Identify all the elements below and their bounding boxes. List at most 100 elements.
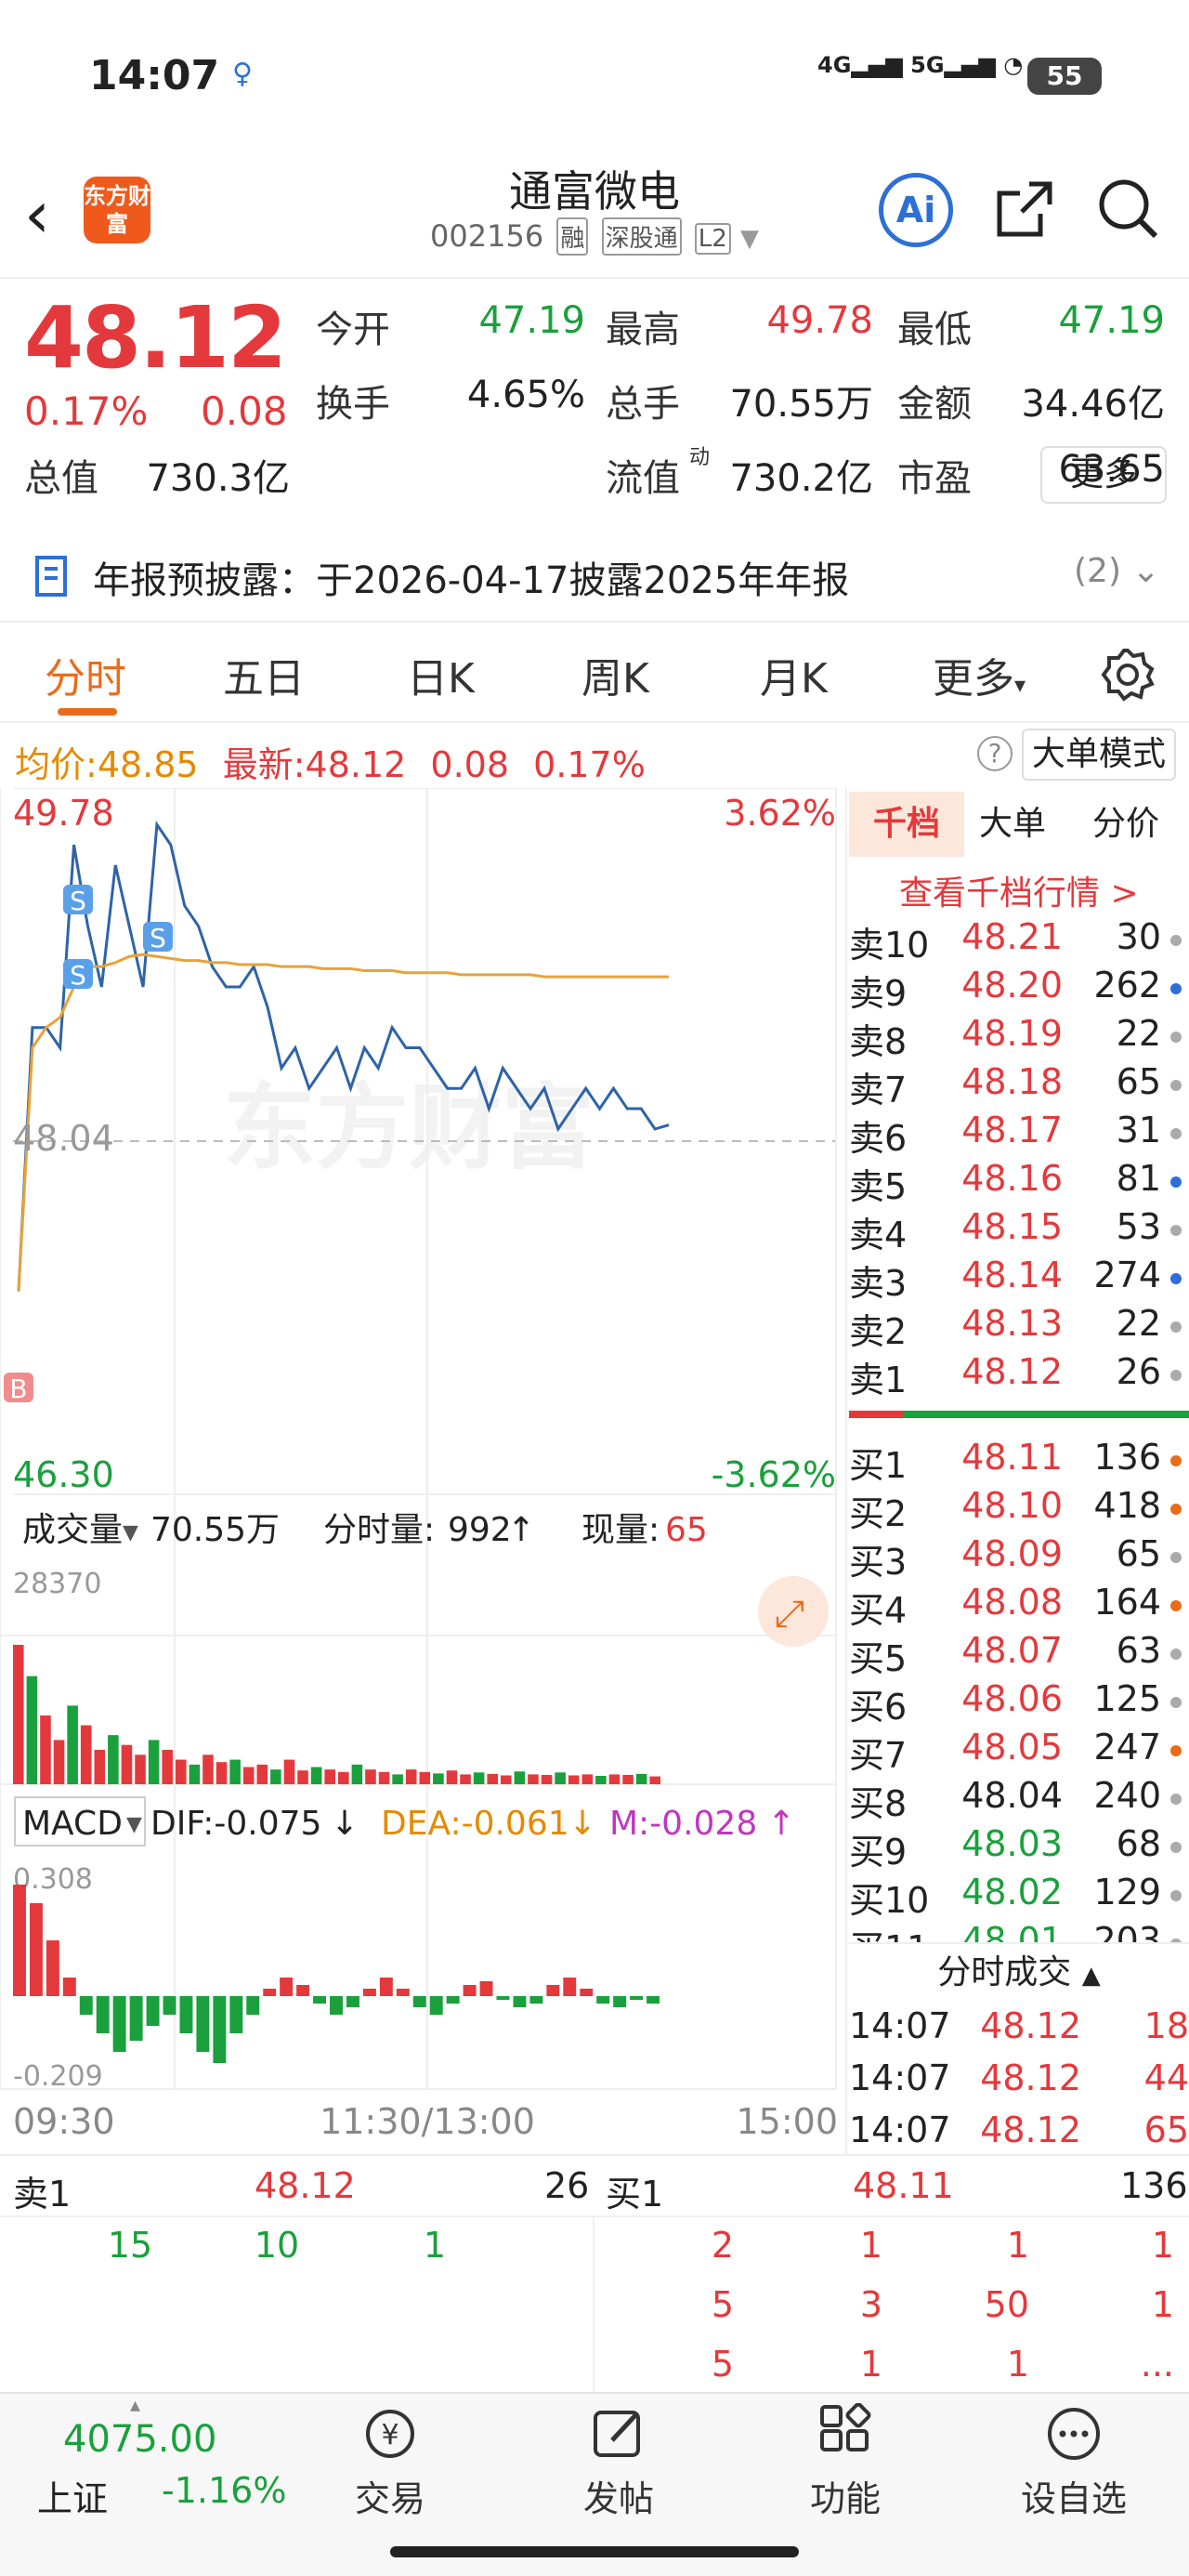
divider xyxy=(845,788,847,2154)
tab-more[interactable]: 更多▾ xyxy=(933,655,1026,703)
quote-value: 63.65 xyxy=(1058,448,1165,491)
volume-bar xyxy=(649,1776,660,1784)
annual-report-notice[interactable]: 年报预披露：于2026-04-17披露2025年年报 (2) ⌄ xyxy=(0,533,1189,619)
buy-queue-item: 5 xyxy=(711,2284,734,2325)
ask-row[interactable]: 卖2 48.13 22 xyxy=(849,1303,1189,1352)
tab-daily-k[interactable]: 日K xyxy=(407,655,475,703)
ask-row[interactable]: 卖4 48.15 53 xyxy=(849,1206,1189,1255)
level-label: 卖8 xyxy=(849,1021,908,1062)
back-arrow-icon[interactable]: ‹ xyxy=(24,177,50,253)
level-label: 买6 xyxy=(849,1687,908,1728)
signal-icon: 4G▂▄▆ 5G▂▄▆ ◔ xyxy=(817,52,1024,78)
volume-bar xyxy=(148,1740,160,1784)
level-volume: 30 xyxy=(1116,916,1161,957)
ask-row[interactable]: 卖10 48.21 30 xyxy=(849,916,1189,966)
share-icon[interactable] xyxy=(992,177,1057,242)
ask-row[interactable]: 卖3 48.14 274 xyxy=(849,1255,1189,1304)
ai-button[interactable]: Ai xyxy=(879,173,953,247)
nav-trade[interactable]: ¥ 交易 xyxy=(325,2403,455,2521)
help-icon[interactable]: ? xyxy=(977,736,1013,771)
quote-label: 换手 xyxy=(316,383,390,426)
volume-bar xyxy=(135,1755,146,1784)
nav-function[interactable]: 功能 xyxy=(780,2403,910,2521)
level-price: 48.21 xyxy=(961,916,1063,957)
level-volume: 164 xyxy=(1093,1582,1161,1623)
macd-bar xyxy=(513,1996,527,2007)
volume-bar xyxy=(541,1774,553,1784)
nav-add-watchlist[interactable]: 设自选 xyxy=(1009,2403,1139,2521)
quote-value: 70.55万 xyxy=(729,383,873,426)
volume-bar xyxy=(635,1773,647,1784)
x-tick-open: 09:30 xyxy=(13,2101,115,2142)
svg-text:↓: ↓ xyxy=(331,1805,359,1843)
tab-price-split[interactable]: 分价 xyxy=(1092,805,1160,843)
view-thousand-levels-link[interactable]: 查看千档行情 > xyxy=(899,874,1139,913)
ask-row[interactable]: 卖9 48.20 262 xyxy=(849,965,1189,1014)
ask-row[interactable]: 卖7 48.18 65 xyxy=(849,1061,1189,1111)
stock-code-row[interactable]: 002156 融 深股通 L2 ▼ xyxy=(409,217,780,256)
level-dot xyxy=(1170,1225,1182,1236)
tab-monthly-k[interactable]: 月K xyxy=(760,655,828,703)
ask-row[interactable]: 卖1 48.12 26 xyxy=(849,1351,1189,1400)
index-value[interactable]: 4075.00 xyxy=(63,2418,217,2461)
index-change: -1.16% xyxy=(162,2470,287,2511)
bid-row[interactable]: 买6 48.06 125 xyxy=(849,1678,1189,1728)
level-dot xyxy=(1170,1649,1182,1660)
macd-bar xyxy=(446,1996,460,2004)
bid-row[interactable]: 买4 48.08 164 xyxy=(849,1582,1189,1631)
bid-row[interactable]: 买9 48.03 68 xyxy=(849,1823,1189,1873)
level-volume: 81 xyxy=(1116,1158,1161,1199)
axis-max-pct: 3.62% xyxy=(724,793,836,834)
ask-row[interactable]: 卖8 48.19 22 xyxy=(849,1013,1189,1062)
volume-bar xyxy=(622,1774,634,1784)
volume-bar xyxy=(595,1776,607,1784)
tab-intraday[interactable]: 分时 xyxy=(45,655,126,703)
trade-volume: 65 xyxy=(1143,2109,1189,2150)
buy-queue-item: ... xyxy=(1140,2344,1174,2385)
bid-row[interactable]: 买1 48.11 136 xyxy=(849,1437,1189,1486)
bid-row[interactable]: 买7 48.05 247 xyxy=(849,1727,1189,1776)
level-price: 48.10 xyxy=(961,1485,1063,1526)
bid-row[interactable]: 买2 48.10 418 xyxy=(849,1485,1189,1534)
bid-row[interactable]: 买8 48.04 240 xyxy=(849,1775,1189,1824)
search-icon[interactable] xyxy=(1096,177,1161,242)
more-button[interactable]: 更多 xyxy=(1040,446,1167,504)
trades-header[interactable]: 分时成交 ▲ xyxy=(849,1942,1189,2000)
buy-queue-item: 5 xyxy=(711,2344,734,2385)
level-price: 48.18 xyxy=(961,1061,1063,1102)
trade-marker-label: S xyxy=(150,923,166,953)
level-volume: 262 xyxy=(1093,965,1161,1005)
level-buy1-label: 买1 xyxy=(606,2174,664,2215)
bid-row[interactable]: 买3 48.09 65 xyxy=(849,1533,1189,1583)
level-price: 48.11 xyxy=(961,1437,1063,1478)
tab-big-orders[interactable]: 大单 xyxy=(979,805,1047,843)
index-collapse-icon[interactable]: ▴ xyxy=(130,2394,141,2417)
svg-text:↑: ↑ xyxy=(767,1805,795,1843)
level-price: 48.05 xyxy=(961,1727,1063,1768)
nav-post[interactable]: 发帖 xyxy=(554,2403,684,2521)
level-label: 买5 xyxy=(849,1638,908,1679)
bid-row[interactable]: 买5 48.07 63 xyxy=(849,1630,1189,1679)
volume-bar xyxy=(528,1774,539,1784)
bid-row[interactable]: 买10 48.02 129 xyxy=(849,1872,1189,1921)
tab-weekly-k[interactable]: 周K xyxy=(581,655,649,703)
big-order-mode-button[interactable]: 大单模式 xyxy=(1022,729,1176,781)
volume-bar xyxy=(94,1749,106,1784)
trade-price: 48.12 xyxy=(980,2109,1081,2150)
yuan-trade-icon: ¥ xyxy=(366,2410,414,2458)
gear-icon[interactable] xyxy=(1100,647,1156,703)
ask-row[interactable]: 卖6 48.17 31 xyxy=(849,1110,1189,1159)
tab-thousand-levels[interactable]: 千档 xyxy=(849,792,964,857)
intraday-chart[interactable]: 东方财富 S S S B 49.78 48.04 46.30 3.62% -3.62%… xyxy=(0,788,845,2154)
order-book-tabs: 千档 大单 分价 xyxy=(849,792,1189,857)
level-label: 卖4 xyxy=(849,1215,908,1255)
level-price: 48.16 xyxy=(961,1158,1063,1199)
volume-bar xyxy=(176,1759,187,1784)
macd-bar xyxy=(396,1989,410,1996)
level-price: 48.13 xyxy=(961,1303,1063,1344)
volume-bar xyxy=(405,1769,417,1784)
ask-row[interactable]: 卖5 48.16 81 xyxy=(849,1158,1189,1207)
level-volume: 31 xyxy=(1116,1110,1161,1150)
current-price: 48.12 xyxy=(24,288,287,388)
tab-five-day[interactable]: 五日 xyxy=(223,655,305,703)
